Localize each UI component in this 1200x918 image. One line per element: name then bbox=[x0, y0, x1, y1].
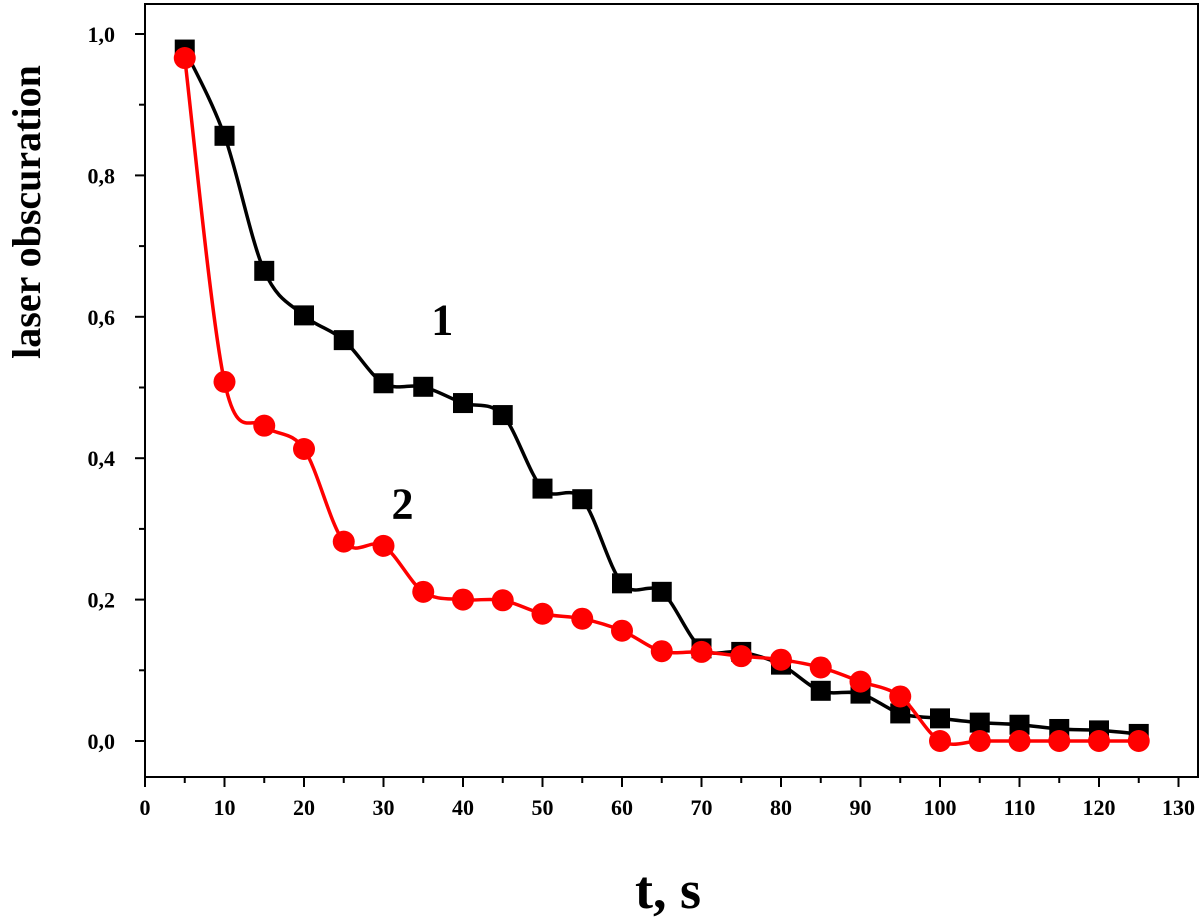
series-2 bbox=[173, 47, 1150, 752]
y-tick-label: 0,4 bbox=[88, 446, 116, 471]
data-point bbox=[612, 573, 632, 594]
data-point bbox=[1088, 730, 1110, 752]
data-point bbox=[690, 640, 713, 663]
x-tick-label: 10 bbox=[214, 795, 236, 820]
data-point bbox=[810, 680, 831, 701]
data-point bbox=[611, 619, 633, 642]
data-point bbox=[491, 589, 514, 612]
data-point bbox=[571, 607, 594, 630]
y-axis-title: laser obscuration bbox=[4, 65, 49, 359]
data-point bbox=[492, 405, 513, 426]
data-point bbox=[1048, 730, 1071, 752]
x-tick-label: 110 bbox=[1004, 795, 1036, 820]
data-point bbox=[412, 580, 435, 603]
curve-labels: 12 bbox=[391, 295, 453, 528]
data-point bbox=[572, 489, 593, 510]
data-point bbox=[929, 730, 951, 752]
series-layer bbox=[173, 39, 1150, 752]
data-point bbox=[294, 305, 314, 326]
data-point bbox=[730, 645, 753, 668]
data-point bbox=[651, 581, 672, 602]
data-point bbox=[890, 703, 911, 724]
y-tick-label: 0,0 bbox=[88, 729, 116, 754]
data-point bbox=[969, 712, 990, 733]
x-tick-label: 120 bbox=[1083, 795, 1116, 820]
plot-border bbox=[144, 3, 1199, 778]
x-tick-label: 130 bbox=[1162, 795, 1195, 820]
data-point bbox=[253, 414, 276, 437]
series-line bbox=[183, 48, 1139, 736]
data-point bbox=[1009, 714, 1030, 735]
data-point bbox=[930, 708, 950, 729]
plot-frame bbox=[144, 3, 1199, 778]
data-point bbox=[889, 685, 912, 708]
y-axis-ticks: 0,0 0,2 0,4 0,6 0,8 1,0 bbox=[88, 22, 145, 754]
data-point bbox=[372, 534, 395, 557]
data-point bbox=[531, 602, 554, 625]
data-point bbox=[650, 640, 673, 663]
x-axis-title: t, s bbox=[635, 860, 701, 918]
y-tick-label: 0,8 bbox=[88, 163, 116, 188]
curve-label: 1 bbox=[431, 295, 453, 344]
data-point bbox=[173, 47, 196, 70]
data-point bbox=[968, 730, 991, 752]
x-tick-label: 80 bbox=[770, 795, 792, 820]
y-tick-label: 0,2 bbox=[88, 588, 116, 613]
data-point bbox=[214, 125, 235, 146]
x-tick-label: 0 bbox=[140, 795, 151, 820]
data-point bbox=[1008, 730, 1031, 752]
data-point bbox=[254, 260, 275, 281]
data-point bbox=[453, 393, 473, 414]
x-tick-label: 40 bbox=[452, 795, 474, 820]
data-point bbox=[413, 376, 434, 397]
data-point bbox=[1127, 730, 1150, 752]
data-point bbox=[532, 478, 553, 499]
data-point bbox=[770, 648, 792, 671]
y-tick-label: 0,6 bbox=[88, 305, 116, 330]
data-point bbox=[333, 330, 354, 351]
x-tick-label: 50 bbox=[532, 795, 554, 820]
series-1 bbox=[174, 39, 1149, 744]
data-point bbox=[332, 530, 355, 553]
data-point bbox=[213, 370, 236, 393]
x-axis-ticks: 0 10 20 30 40 50 60 70 80 90 100 110 120 130 bbox=[140, 777, 1195, 820]
x-tick-label: 100 bbox=[924, 795, 957, 820]
y-tick-label: 1,0 bbox=[88, 22, 116, 47]
x-tick-label: 60 bbox=[611, 795, 633, 820]
data-point bbox=[849, 670, 872, 693]
x-tick-label: 30 bbox=[373, 795, 395, 820]
data-point bbox=[373, 373, 394, 394]
x-tick-label: 90 bbox=[850, 795, 872, 820]
data-point bbox=[809, 656, 832, 679]
curve-label: 2 bbox=[391, 479, 413, 528]
x-tick-label: 20 bbox=[293, 795, 315, 820]
data-point bbox=[293, 438, 315, 461]
x-tick-label: 70 bbox=[691, 795, 713, 820]
data-point bbox=[452, 588, 474, 611]
